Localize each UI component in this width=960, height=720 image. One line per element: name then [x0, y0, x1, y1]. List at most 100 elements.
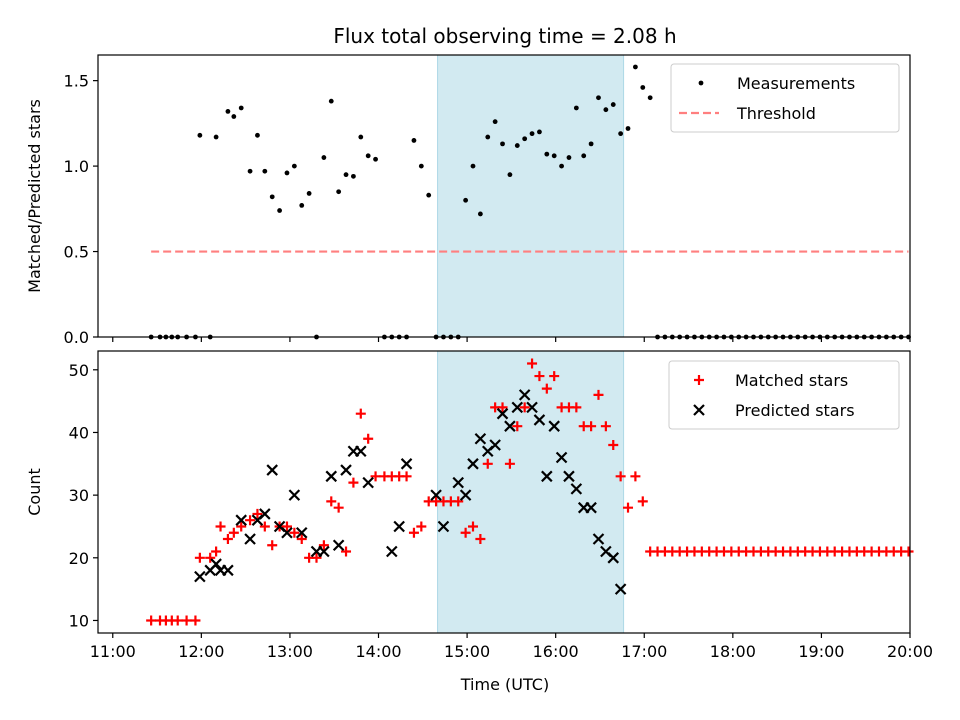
data-point — [281, 526, 293, 539]
legend-marker — [693, 404, 705, 416]
data-point — [559, 163, 564, 169]
data-point — [295, 526, 308, 539]
data-point — [401, 471, 412, 482]
x-tick-label: 16:00 — [533, 642, 579, 661]
data-point — [408, 527, 419, 538]
data-point — [903, 546, 914, 557]
data-point — [485, 134, 491, 140]
data-point — [566, 155, 572, 160]
data-point — [592, 533, 605, 545]
data-point — [318, 540, 329, 551]
data-point — [194, 552, 205, 563]
data-point — [500, 141, 505, 147]
data-point — [259, 521, 270, 532]
legend-label: Threshold — [736, 104, 816, 123]
data-point — [496, 407, 509, 420]
data-point — [252, 508, 263, 519]
data-point — [534, 371, 545, 382]
plot-frame — [97, 350, 911, 634]
chart-title: Flux total observing time = 2.08 h — [333, 24, 676, 48]
data-point — [222, 564, 234, 577]
data-point — [596, 95, 601, 101]
data-point — [362, 476, 374, 489]
data-point — [311, 552, 322, 563]
data-point — [336, 189, 342, 195]
data-point — [537, 129, 542, 135]
legend-marker — [698, 80, 704, 86]
y-tick-label: 1.0 — [64, 157, 89, 176]
data-point — [291, 163, 297, 169]
data-point — [172, 615, 183, 626]
data-point — [615, 471, 626, 482]
data-point — [325, 470, 338, 483]
data-point — [181, 615, 192, 626]
data-point — [333, 502, 344, 513]
y-tick-label: 40 — [69, 423, 89, 442]
data-point — [507, 172, 513, 178]
data-point — [647, 95, 653, 101]
data-point — [299, 203, 305, 208]
data-point — [341, 546, 352, 557]
data-point — [482, 458, 493, 469]
legend: Matched stars Predicted stars — [668, 360, 900, 430]
data-point — [267, 540, 278, 551]
data-point — [255, 132, 260, 138]
panel-2: 10 20 30 40 50 11:00 12:00 13:00 14:00 15:00 16:00… — [25, 350, 933, 661]
legend: Measurements Threshold — [670, 63, 900, 133]
y-tick-label: 1.5 — [64, 72, 89, 91]
data-point — [386, 545, 398, 558]
data-point — [533, 414, 546, 426]
data-point — [245, 515, 256, 526]
data-point — [492, 119, 498, 125]
data-point — [277, 208, 282, 213]
data-point — [637, 496, 648, 507]
panel-1: 0.0 0.5 1.0 1.5 Matched/Predicted stars Measu… — [25, 54, 911, 347]
data-point — [489, 439, 501, 451]
data-point — [363, 433, 374, 444]
data-point — [411, 138, 417, 143]
panels: 0.0 0.5 1.0 1.5 Matched/Predicted stars Measu… — [25, 54, 933, 661]
data-point — [213, 134, 219, 140]
data-point — [504, 458, 515, 469]
plot-frame — [97, 54, 911, 338]
y-tick-label: 20 — [69, 549, 89, 568]
series-predicted-stars — [194, 389, 627, 595]
data-point — [365, 153, 371, 159]
data-point — [225, 109, 231, 114]
data-point — [355, 408, 366, 419]
data-point — [281, 521, 292, 532]
data-point — [452, 476, 465, 489]
data-point — [205, 552, 216, 563]
data-point — [585, 501, 597, 514]
data-point — [551, 153, 557, 159]
data-point — [541, 470, 553, 483]
data-point — [247, 168, 253, 174]
y-tick-label: 50 — [69, 361, 89, 380]
data-point — [460, 527, 471, 538]
data-point — [437, 520, 450, 533]
data-point — [504, 420, 516, 432]
data-point — [238, 105, 244, 111]
data-point — [355, 445, 367, 458]
data-point — [453, 496, 464, 507]
data-point — [512, 421, 523, 432]
data-point — [573, 105, 579, 111]
x-tick-label: 20:00 — [887, 642, 933, 661]
data-point — [284, 170, 290, 176]
data-point — [632, 64, 638, 70]
data-point — [236, 521, 247, 532]
data-point — [326, 496, 337, 507]
data-point — [607, 552, 620, 564]
data-point — [358, 134, 364, 140]
data-point — [430, 489, 442, 501]
data-point — [228, 527, 239, 538]
data-point — [351, 173, 356, 179]
x-tick-label: 17:00 — [621, 642, 667, 661]
data-point — [603, 107, 609, 113]
data-point — [244, 533, 256, 545]
data-point — [475, 534, 486, 544]
data-point — [497, 402, 508, 413]
data-point — [289, 527, 300, 538]
y-tick-label: 30 — [69, 486, 89, 505]
data-point — [477, 211, 483, 217]
